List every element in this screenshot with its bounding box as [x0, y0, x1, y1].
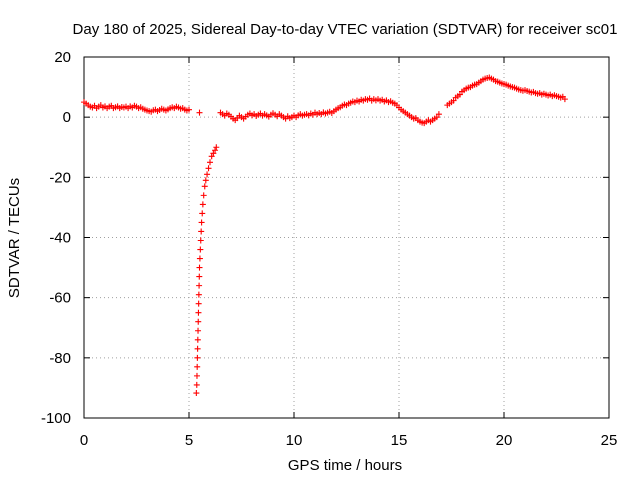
- tick-labels: 0 5 10 15 20 25 -100 -80 -60 -40 -20 0 20: [41, 49, 617, 449]
- x-axis-label: GPS time / hours: [288, 457, 402, 474]
- x-tick-label: 15: [391, 432, 408, 449]
- data-point: [195, 309, 202, 316]
- data-point: [213, 144, 220, 151]
- y-tick-label: -60: [49, 290, 71, 307]
- x-tick-label: 25: [601, 432, 618, 449]
- data-point: [200, 192, 207, 199]
- data-point: [195, 300, 202, 307]
- data-point: [194, 354, 201, 361]
- data-point: [197, 237, 204, 244]
- x-tick-label: 0: [80, 432, 88, 449]
- data-point: [196, 264, 203, 271]
- data-point: [196, 109, 203, 116]
- plot-frame: [83, 56, 610, 419]
- data-point: [193, 372, 200, 379]
- data-point: [433, 114, 440, 121]
- data-point: [205, 165, 212, 172]
- data-point: [208, 153, 215, 160]
- data-point: [199, 210, 206, 217]
- y-tick-label: 0: [63, 109, 71, 126]
- data-point: [193, 381, 200, 388]
- x-tick-label: 5: [185, 432, 193, 449]
- data-point: [435, 111, 442, 118]
- data-point: [197, 246, 204, 253]
- data-point: [194, 336, 201, 343]
- data-point: [198, 228, 205, 235]
- data-point: [201, 183, 208, 190]
- y-tick-label: -100: [41, 410, 71, 427]
- data-point: [561, 96, 568, 103]
- data-point: [186, 106, 192, 113]
- data-points: [81, 74, 568, 397]
- data-point: [204, 171, 211, 178]
- gridlines: [84, 57, 609, 418]
- axis-ticks: [83, 56, 610, 419]
- data-point: [199, 201, 206, 208]
- x-tick-label: 20: [496, 432, 513, 449]
- data-point: [456, 91, 463, 98]
- data-point: [195, 318, 202, 325]
- data-point: [198, 219, 205, 226]
- x-tick-label: 10: [286, 432, 303, 449]
- y-tick-label: -80: [49, 350, 71, 367]
- data-point: [195, 327, 202, 334]
- data-point: [194, 345, 201, 352]
- data-point: [207, 159, 213, 166]
- data-point: [194, 363, 201, 370]
- y-tick-label: -40: [49, 230, 71, 247]
- data-point: [193, 390, 200, 397]
- data-point: [202, 177, 209, 184]
- y-axis-label: SDTVAR / TECUs: [6, 178, 23, 298]
- data-point: [450, 97, 457, 104]
- data-point: [196, 255, 203, 262]
- data-point: [212, 147, 219, 154]
- data-point: [196, 282, 203, 289]
- data-point: [195, 291, 202, 298]
- data-point: [210, 150, 217, 157]
- data-point: [196, 273, 203, 280]
- y-tick-label: -20: [49, 169, 71, 186]
- y-tick-label: 20: [54, 49, 71, 66]
- chart-title: Day 180 of 2025, Sidereal Day-to-day VTE…: [73, 21, 618, 38]
